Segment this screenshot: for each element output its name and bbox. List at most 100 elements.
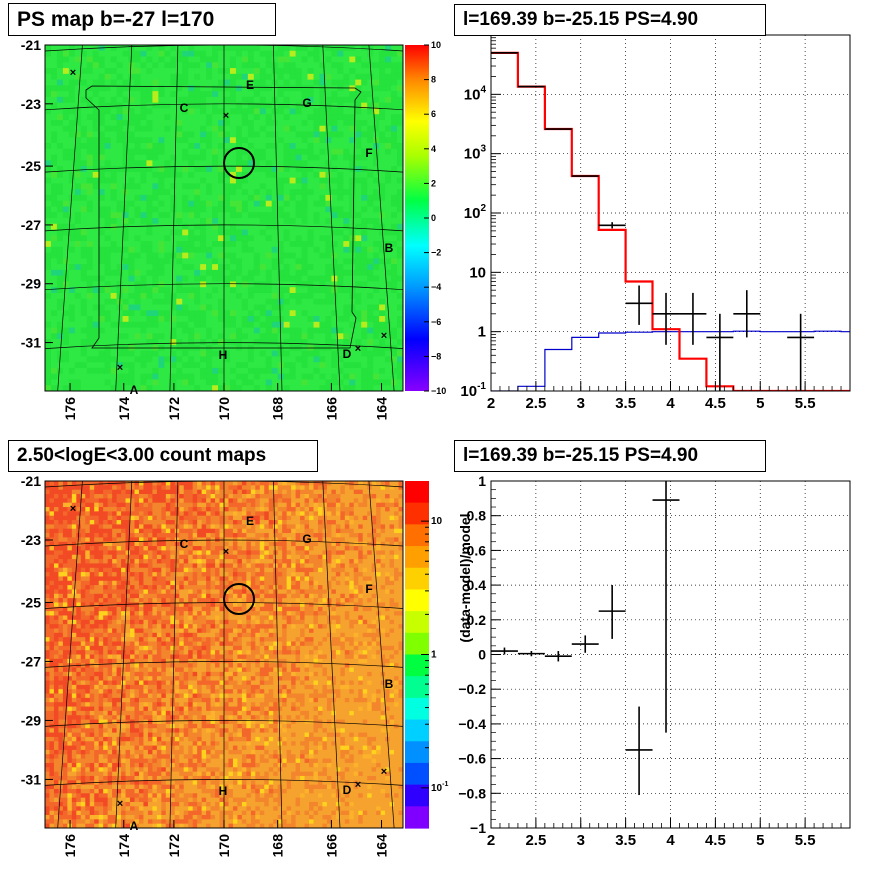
- map-cell: [206, 316, 213, 323]
- map-cell: [116, 356, 124, 363]
- map-cell: [86, 379, 94, 386]
- map-cell: [247, 362, 255, 369]
- map-cell: [74, 166, 82, 173]
- map-cell: [337, 333, 344, 340]
- map-cell: [229, 114, 237, 121]
- map-cell: [74, 327, 82, 334]
- map-cell: [80, 212, 88, 219]
- map-cell: [68, 339, 76, 346]
- map-cell: [349, 344, 356, 352]
- map-cell: [85, 819, 91, 825]
- map-cell: [361, 350, 368, 357]
- map-cell: [397, 252, 404, 259]
- map-cell: [331, 218, 338, 225]
- map-cell: [283, 367, 291, 375]
- map-cell: [224, 373, 231, 380]
- map-cell: [253, 269, 261, 277]
- map-cell: [86, 252, 94, 259]
- map-cell: [224, 166, 231, 173]
- map-cell: [85, 689, 91, 695]
- map-cell: [349, 235, 356, 242]
- map-cell: [385, 56, 392, 63]
- map-cell: [53, 689, 59, 695]
- map-cell: [307, 189, 314, 196]
- map-cell: [140, 252, 147, 259]
- map-cell: [379, 304, 386, 311]
- map-cell: [56, 373, 64, 380]
- map-cell: [76, 520, 82, 525]
- map-cell: [80, 576, 86, 582]
- map-cell: [94, 823, 100, 829]
- map-cell: [89, 702, 95, 708]
- map-cell: [45, 771, 50, 777]
- map-cell: [295, 212, 303, 219]
- map-cell: [397, 310, 404, 317]
- map-cell: [112, 559, 118, 564]
- map-cell: [367, 264, 374, 271]
- map-cell: [86, 275, 94, 282]
- map-cell: [319, 292, 326, 300]
- map-cell: [397, 85, 404, 92]
- map-cell: [241, 73, 249, 81]
- grid-meridian: [273, 44, 283, 392]
- map-cell: [152, 373, 159, 380]
- map-cell: [85, 797, 91, 803]
- map-cell: [98, 788, 104, 794]
- map-cell: [176, 62, 183, 69]
- map-cell: [307, 62, 314, 69]
- map-cell: [188, 235, 195, 242]
- map-cell: [86, 62, 94, 69]
- map-cell: [50, 269, 58, 277]
- map-cell: [277, 91, 285, 98]
- map-cell: [128, 50, 135, 58]
- map-cell: [218, 269, 225, 277]
- map-cell: [397, 131, 404, 138]
- map-cell: [116, 177, 124, 184]
- map-cell: [49, 693, 55, 699]
- map-cell: [146, 68, 153, 75]
- map-cell: [112, 550, 118, 556]
- map-cell: [67, 689, 73, 695]
- map-cell: [68, 310, 76, 317]
- map-cell: [241, 206, 249, 213]
- map-cell: [188, 45, 195, 52]
- map-cell: [49, 641, 55, 647]
- map-cell: [45, 304, 52, 311]
- map-cell: [80, 563, 86, 569]
- map-cell: [94, 693, 100, 699]
- map-cell: [68, 137, 76, 144]
- map-cell: [116, 189, 124, 196]
- map-cell: [50, 79, 58, 86]
- map-cell: [235, 79, 243, 86]
- map-cell: [68, 166, 76, 173]
- map-cell: [98, 373, 106, 380]
- map-cell: [103, 762, 109, 768]
- map-cell: [391, 68, 398, 75]
- map-cell: [112, 728, 118, 734]
- map-cell: [58, 585, 64, 590]
- map-cell: [325, 56, 332, 63]
- map-cell: [325, 114, 332, 121]
- map-cell: [361, 137, 368, 144]
- map-cell: [134, 183, 141, 190]
- map-cell: [67, 684, 73, 690]
- map-cell: [367, 229, 374, 236]
- map-cell: [110, 275, 118, 282]
- map-cell: [373, 252, 380, 259]
- map-cell: [67, 567, 73, 573]
- map-cell: [301, 316, 309, 323]
- map-cell: [229, 385, 237, 392]
- map-cell: [112, 507, 118, 512]
- map-cell: [295, 385, 303, 392]
- map-cell: [235, 206, 243, 213]
- map-cell: [259, 350, 267, 357]
- map-cell: [283, 304, 291, 311]
- map-cell: [62, 706, 68, 712]
- map-cell: [253, 200, 261, 207]
- map-cell: [224, 200, 231, 207]
- map-cell: [355, 50, 362, 58]
- map-x-tick-label: 164: [374, 397, 390, 421]
- map-cell: [235, 298, 243, 305]
- map-cell: [45, 567, 50, 573]
- map-cell: [319, 298, 326, 305]
